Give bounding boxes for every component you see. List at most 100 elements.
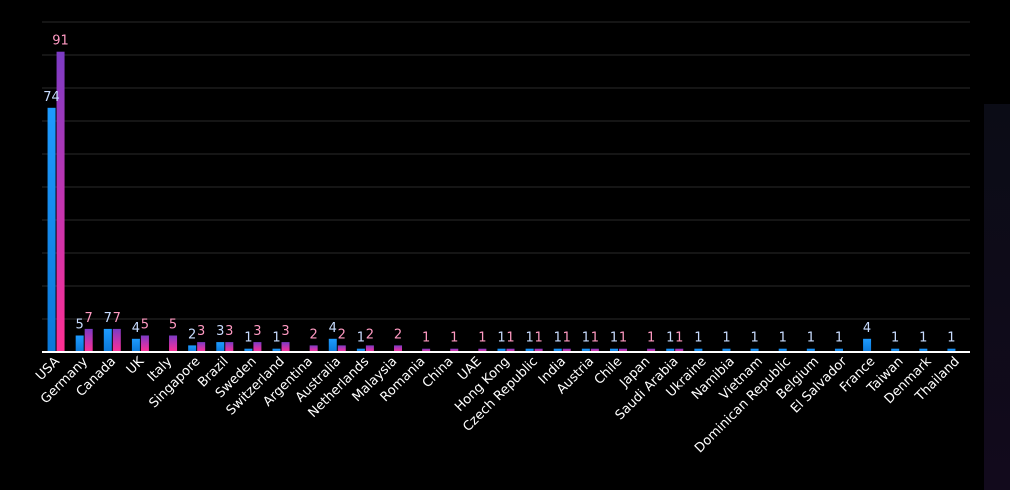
value-label: 3 [216,324,224,339]
value-label: 3 [253,324,261,339]
bar-uk-series-2 [140,335,149,352]
bar-ukraine-series-1 [694,348,703,352]
bar-austria-series-1 [581,348,590,352]
value-label: 74 [43,90,60,105]
bar-australia-series-1 [328,338,337,352]
value-label: 1 [422,331,430,346]
bar-hong-kong-series-2 [506,348,515,352]
bars [47,51,956,352]
value-label: 91 [52,34,69,49]
bar-italy-series-2 [169,335,178,352]
bar-netherlands-series-1 [356,348,365,352]
value-label: 1 [694,331,702,346]
bar-czech-republic-series-1 [525,348,534,352]
value-label: 1 [450,331,458,346]
bar-brazil-series-1 [216,342,225,352]
value-label: 2 [338,327,346,342]
value-label: 1 [722,331,730,346]
value-label: 1 [554,331,562,346]
value-label: 1 [506,331,514,346]
value-label: 1 [610,331,618,346]
bar-taiwan-series-1 [891,348,900,352]
bar-india-series-2 [562,348,571,352]
bar-argentina-series-2 [309,345,318,352]
value-label: 3 [281,324,289,339]
value-label: 5 [141,318,149,333]
value-label: 7 [113,311,121,326]
value-label: 7 [85,311,93,326]
value-label: 5 [76,318,84,333]
bar-india-series-1 [553,348,562,352]
value-label: 1 [591,331,599,346]
bar-germany-series-2 [84,328,93,352]
value-label: 1 [666,331,674,346]
bar-australia-series-2 [337,345,346,352]
value-label: 1 [891,331,899,346]
bar-usa-series-1 [47,107,56,352]
bar-sweden-series-2 [253,342,262,352]
bar-usa-series-2 [56,51,65,352]
bar-el-salvador-series-1 [834,348,843,352]
x-tick-label: China [420,354,457,391]
bar-china-series-2 [450,348,459,352]
bar-vietnam-series-1 [750,348,759,352]
bar-romania-series-2 [422,348,431,352]
value-label: 1 [750,331,758,346]
value-label: 1 [835,331,843,346]
value-label: 2 [188,327,196,342]
bar-canada-series-2 [112,328,121,352]
value-label: 3 [225,324,233,339]
bar-switzerland-series-2 [281,342,290,352]
value-label: 1 [357,331,365,346]
value-label: 1 [807,331,815,346]
value-label: 4 [329,321,337,336]
value-label: 1 [244,331,252,346]
bar-czech-republic-series-2 [534,348,543,352]
value-label: 1 [675,331,683,346]
bar-singapore-series-1 [188,345,197,352]
bar-france-series-1 [863,338,872,352]
bar-netherlands-series-2 [365,345,374,352]
value-label: 2 [310,327,318,342]
bar-canada-series-1 [103,328,112,352]
bar-germany-series-1 [75,335,84,352]
bar-uk-series-1 [131,338,140,352]
value-label: 1 [779,331,787,346]
value-label: 1 [919,331,927,346]
value-label: 2 [366,327,374,342]
bar-saudi-arabia-series-2 [675,348,684,352]
bar-japan-series-2 [647,348,656,352]
value-label: 3 [197,324,205,339]
bar-uae-series-2 [478,348,487,352]
value-label: 1 [534,331,542,346]
value-label: 4 [132,321,140,336]
bar-dominican-republic-series-1 [778,348,787,352]
bar-switzerland-series-1 [272,348,281,352]
bar-brazil-series-2 [225,342,234,352]
value-label: 1 [947,331,955,346]
value-label: 1 [272,331,280,346]
value-label: 1 [525,331,533,346]
bar-singapore-series-2 [197,342,206,352]
value-label: 1 [497,331,505,346]
bar-chile-series-1 [609,348,618,352]
value-label: 1 [582,331,590,346]
bar-hong-kong-series-1 [497,348,506,352]
bar-chile-series-2 [618,348,627,352]
side-panel [984,104,1010,490]
value-label: 1 [647,331,655,346]
bar-austria-series-2 [590,348,599,352]
value-label: 1 [478,331,486,346]
bar-denmark-series-1 [919,348,928,352]
value-label: 4 [863,321,871,336]
bar-saudi-arabia-series-1 [666,348,675,352]
gridlines [42,21,970,353]
bar-sweden-series-1 [244,348,253,352]
value-label: 5 [169,318,177,333]
bar-thailand-series-1 [947,348,956,352]
value-label: 7 [104,311,112,326]
bar-belgium-series-1 [806,348,815,352]
